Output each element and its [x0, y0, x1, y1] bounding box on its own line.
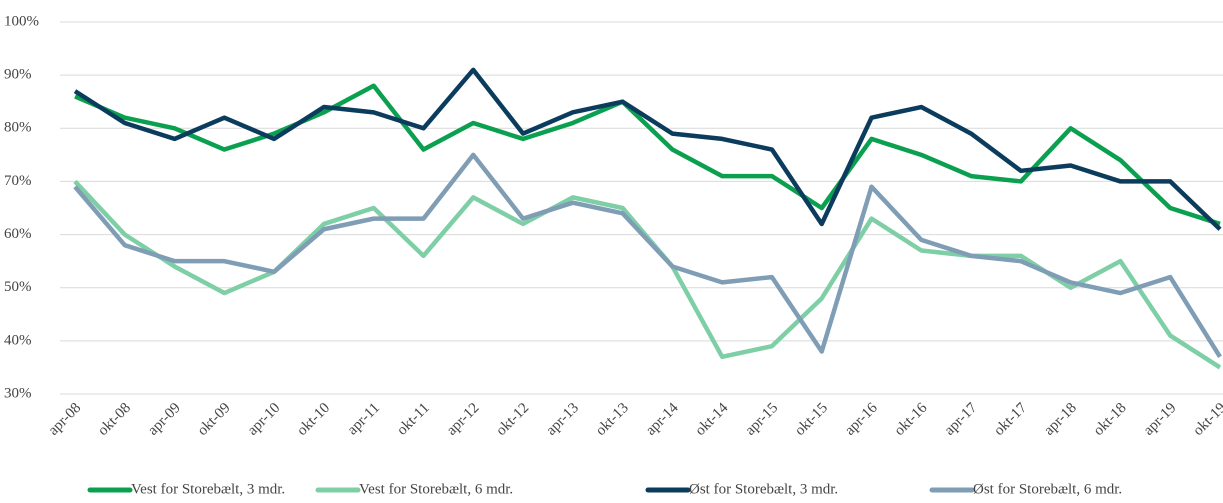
y-tick-label: 40%: [4, 332, 32, 348]
legend-label: Øst for Storebælt, 3 mdr.: [689, 481, 838, 497]
legend-label: Vest for Storebælt, 3 mdr.: [131, 481, 285, 497]
series-line: [74, 83, 1221, 227]
x-tick-label: apr-13: [543, 400, 582, 439]
x-tick-label: okt-17: [991, 400, 1030, 439]
x-tick-label: okt-14: [692, 400, 731, 439]
x-tick-label: okt-16: [892, 400, 931, 439]
x-tick-label: apr-08: [45, 400, 84, 439]
x-tick-label: apr-18: [1041, 400, 1080, 439]
series-line: [73, 67, 1222, 231]
x-tick-label: apr-15: [742, 400, 781, 439]
y-tick-label: 50%: [4, 279, 32, 295]
x-tick-label: okt-08: [95, 400, 134, 439]
x-tick-label: apr-11: [345, 400, 383, 438]
legend-label: Vest for Storebælt, 6 mdr.: [359, 481, 513, 497]
x-tick-label: okt-09: [195, 400, 234, 439]
x-tick-label: apr-19: [1141, 400, 1180, 439]
y-tick-label: 100%: [4, 13, 39, 29]
y-tick-label: 60%: [4, 226, 32, 242]
x-tick-label: apr-10: [245, 400, 284, 439]
y-tick-label: 90%: [4, 67, 32, 83]
x-tick-label: okt-10: [294, 400, 333, 439]
legend-label: Øst for Storebælt, 6 mdr.: [973, 481, 1122, 497]
series-line: [73, 152, 1222, 358]
x-tick-label: okt-18: [1091, 400, 1130, 439]
x-tick-label: okt-15: [792, 400, 831, 439]
y-tick-label: 80%: [4, 120, 32, 136]
x-tick-label: apr-14: [643, 400, 682, 439]
y-tick-label: 30%: [4, 385, 32, 401]
x-tick-label: apr-09: [145, 400, 184, 439]
x-tick-label: okt-13: [593, 400, 632, 439]
x-tick-label: okt-19: [1190, 400, 1223, 439]
x-tick-label: okt-11: [394, 400, 433, 439]
x-tick-label: apr-12: [444, 400, 483, 439]
x-tick-label: apr-16: [842, 400, 881, 439]
y-tick-label: 70%: [4, 173, 32, 189]
x-tick-label: apr-17: [942, 400, 981, 439]
x-tick-label: okt-12: [493, 400, 532, 439]
